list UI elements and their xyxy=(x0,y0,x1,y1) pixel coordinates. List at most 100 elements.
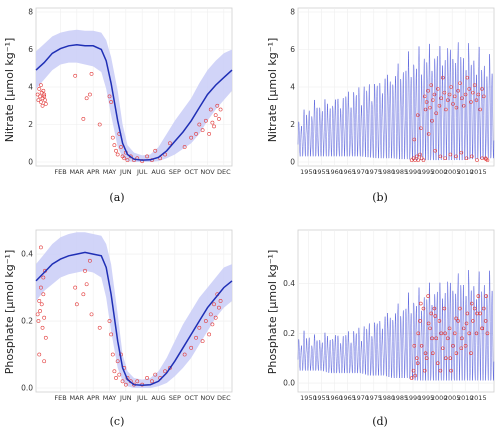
observation-point xyxy=(109,332,114,337)
observation-point xyxy=(449,85,453,89)
xtick-label: 2005 xyxy=(444,168,461,176)
observation-point xyxy=(472,306,477,311)
observation-point xyxy=(474,331,479,336)
observation-point xyxy=(203,319,208,323)
xtick-label: 2000 xyxy=(431,168,448,176)
observation-point xyxy=(117,372,122,377)
observation-point xyxy=(182,145,187,149)
xtick-label: 1960 xyxy=(326,168,343,176)
observation-point xyxy=(426,88,430,93)
panel-a-band xyxy=(36,29,232,162)
observation-point xyxy=(437,319,442,323)
observation-point xyxy=(448,152,453,157)
observation-point xyxy=(459,150,464,155)
xtick-label: SEP xyxy=(169,394,181,402)
observation-point xyxy=(422,94,427,99)
observation-point xyxy=(39,100,43,104)
panel-b-observations xyxy=(409,75,490,162)
ytick-label: 8 xyxy=(290,8,295,17)
panel-d-phosphate-timeseries: 0.0 0.2 0.4 1950195519601965197019751980198… xyxy=(266,229,495,428)
observation-point xyxy=(200,128,205,133)
observation-point xyxy=(443,331,447,336)
xtick-label: MAY xyxy=(103,394,117,402)
xtick-label: 2010 xyxy=(457,394,474,402)
xtick-label: APR xyxy=(87,168,100,176)
observation-point xyxy=(39,302,44,307)
panel-b-tick-labels: 0246819501955196019651970197519801985199… xyxy=(290,8,486,177)
observation-point xyxy=(189,135,194,140)
observation-point xyxy=(429,311,434,316)
observation-point xyxy=(463,343,468,348)
xtick-label: 1975 xyxy=(366,168,383,176)
observation-point xyxy=(456,88,460,93)
observation-point xyxy=(432,306,437,311)
observation-point xyxy=(114,376,118,380)
xtick-label: 1960 xyxy=(326,394,343,402)
panel-c-mean-line xyxy=(35,251,233,387)
observation-point xyxy=(145,376,149,380)
xtick-label: 1995 xyxy=(418,394,435,402)
observation-point xyxy=(447,92,452,97)
observation-point xyxy=(438,368,443,373)
observation-point xyxy=(467,331,471,336)
observation-point xyxy=(125,158,130,163)
xtick-label: MAY xyxy=(103,168,117,176)
observation-point xyxy=(218,299,223,303)
xtick-label: JUL xyxy=(136,394,148,402)
observation-point xyxy=(38,309,42,313)
xtick-label: 1950 xyxy=(300,168,317,176)
observation-point xyxy=(43,335,48,340)
observation-point xyxy=(107,94,112,99)
observation-point xyxy=(210,120,215,125)
observation-point xyxy=(73,285,78,290)
observation-point xyxy=(431,98,435,102)
ytick-label: 0.4 xyxy=(283,279,295,288)
panel-c-band xyxy=(36,232,232,388)
observation-point xyxy=(123,382,128,387)
observation-point xyxy=(413,373,417,378)
observation-point xyxy=(419,156,424,161)
observation-point xyxy=(431,351,435,356)
xtick-label: 1985 xyxy=(392,394,409,402)
observation-point xyxy=(42,359,47,364)
mean-line xyxy=(35,251,233,387)
observation-point xyxy=(428,326,432,331)
xtick-label: FEB xyxy=(54,394,66,402)
observation-point xyxy=(464,321,469,326)
observation-point xyxy=(451,343,455,348)
observation-point xyxy=(480,156,485,161)
observation-point xyxy=(213,113,218,118)
observation-point xyxy=(194,335,198,340)
xtick-label: 1955 xyxy=(313,168,330,176)
panel-d-observations xyxy=(409,294,490,380)
observation-point xyxy=(471,319,475,323)
panel-a-label: (a) xyxy=(109,191,124,204)
xtick-label: 1990 xyxy=(405,394,422,402)
observation-point xyxy=(484,157,488,161)
observation-point xyxy=(119,145,123,149)
ytick-label: 0.0 xyxy=(21,384,33,393)
xtick-label: 1980 xyxy=(379,394,396,402)
observation-point xyxy=(182,352,187,357)
observation-point xyxy=(421,306,426,311)
observation-point xyxy=(218,107,223,112)
observation-point xyxy=(460,336,464,341)
observation-point xyxy=(168,141,172,146)
uncertainty-band xyxy=(36,232,232,388)
observation-point xyxy=(88,92,92,97)
xtick-label: 2015 xyxy=(470,394,487,402)
xtick-label: 1965 xyxy=(339,168,356,176)
observation-point xyxy=(440,75,445,80)
observation-point xyxy=(458,306,462,311)
observation-point xyxy=(409,376,414,380)
observation-point xyxy=(411,368,416,373)
observation-point xyxy=(426,294,430,298)
ytick-label: 6 xyxy=(28,45,33,54)
xtick-label: SEP xyxy=(169,168,181,176)
observation-point xyxy=(423,107,428,112)
xtick-label: 1970 xyxy=(352,394,369,402)
observation-point xyxy=(415,154,419,159)
xtick-label: OCT xyxy=(184,394,198,402)
observation-point xyxy=(430,336,434,341)
observation-point xyxy=(469,154,474,159)
